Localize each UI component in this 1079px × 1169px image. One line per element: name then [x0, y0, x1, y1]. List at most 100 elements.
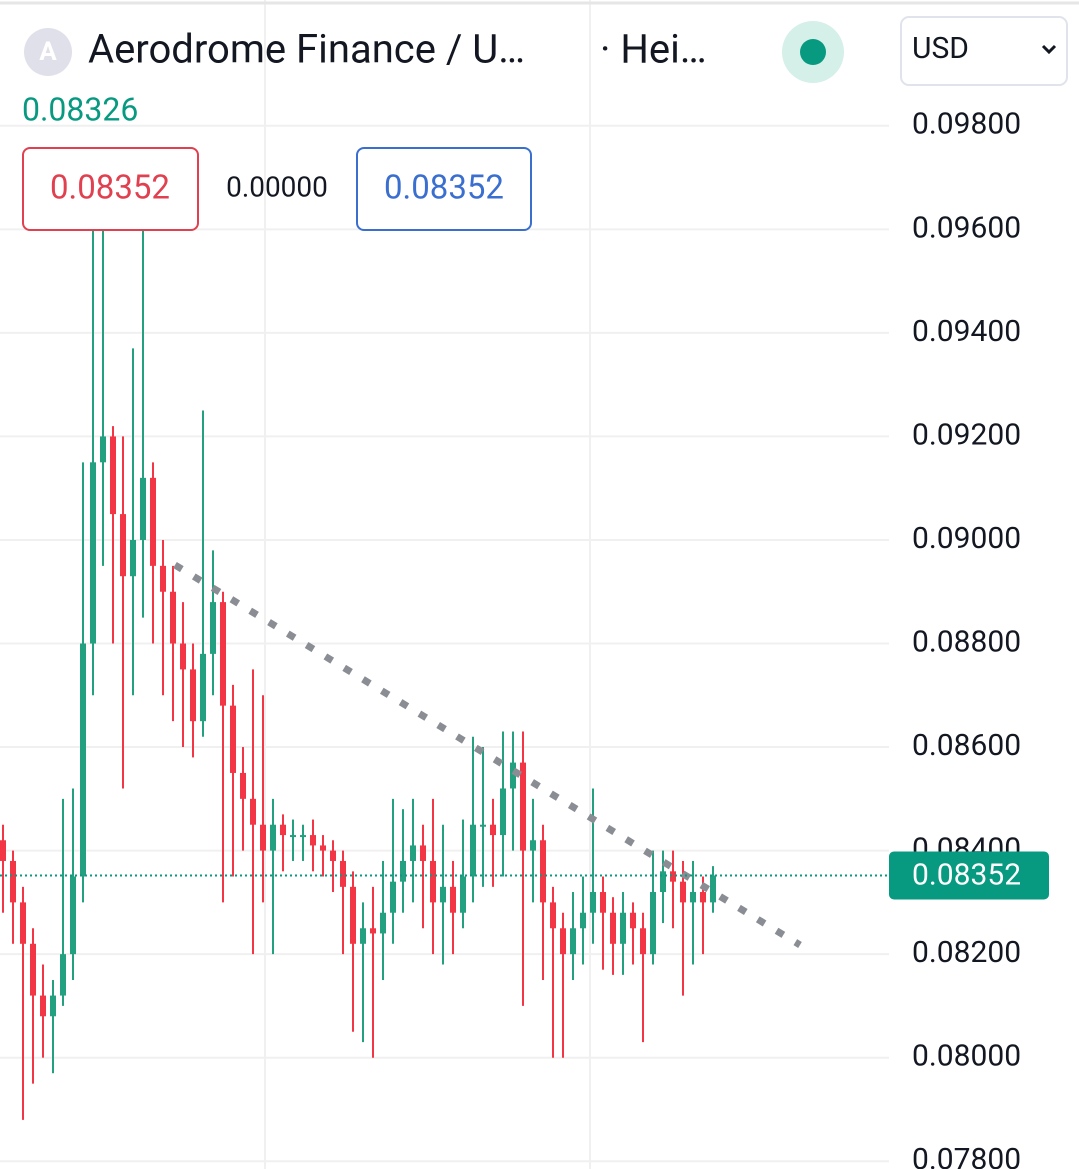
- candle-body: [290, 835, 296, 838]
- candle-body: [670, 871, 676, 882]
- trend-line-drawing: [173, 562, 802, 948]
- candle-body: [630, 912, 636, 929]
- candle-body: [330, 850, 336, 861]
- candle-body: [100, 436, 106, 463]
- candle-body: [570, 928, 576, 955]
- candle-body: [500, 788, 506, 836]
- candle-body: [660, 871, 666, 893]
- candle-body: [490, 824, 496, 836]
- y-tick-label: 0.09600: [912, 210, 1021, 245]
- candle-body: [310, 835, 316, 846]
- candle-body: [550, 902, 556, 929]
- candle-body: [270, 824, 276, 851]
- y-tick-label: 0.07800: [912, 1142, 1021, 1169]
- candle-body: [90, 462, 96, 644]
- candle-body: [80, 643, 86, 877]
- spread: 0.00000: [226, 170, 328, 203]
- candle-body: [240, 772, 246, 799]
- sell-button[interactable]: [22, 147, 199, 231]
- candle-body: [250, 798, 256, 825]
- candle-body: [110, 436, 116, 515]
- candle-body: [540, 840, 546, 903]
- candle-body: [530, 840, 536, 851]
- candle-body: [170, 591, 176, 644]
- grid: [0, 124, 889, 1163]
- candle-body: [580, 912, 586, 929]
- candle-body: [230, 705, 236, 773]
- candle-body: [120, 514, 126, 577]
- candle-body: [220, 602, 226, 706]
- y-tick-label: 0.08000: [912, 1039, 1021, 1074]
- candle-body: [340, 860, 346, 887]
- candle-body: [320, 845, 326, 851]
- candle-body: [380, 912, 386, 934]
- y-tick-label: 0.08600: [912, 728, 1021, 763]
- candle-body: [350, 886, 356, 944]
- last-price-label: 0.08352: [912, 857, 1021, 892]
- y-tick-label: 0.08800: [912, 624, 1021, 659]
- candle-body: [360, 928, 366, 944]
- currency: USD: [912, 31, 969, 66]
- candle-body: [190, 669, 196, 722]
- candle-body: [200, 653, 206, 722]
- candle-body: [180, 643, 186, 670]
- ask-price: 0.08352: [384, 169, 504, 208]
- candle-body: [400, 860, 406, 882]
- candle-body: [430, 860, 436, 903]
- candle-body: [650, 892, 656, 955]
- candle-body: [370, 928, 376, 934]
- price-axis: 0.078000.080000.082000.084000.086000.088…: [0, 107, 1049, 1169]
- candle-body: [260, 824, 266, 851]
- price-display: 0.08326: [22, 90, 138, 128]
- candle-body: [710, 875, 716, 903]
- last-price-box: [889, 851, 1049, 900]
- bid-price: 0.08352: [50, 169, 170, 208]
- y-tick-label: 0.09400: [912, 314, 1021, 349]
- candle-body: [480, 824, 486, 827]
- y-tick-label: 0.09800: [912, 107, 1021, 142]
- candle-body: [460, 876, 466, 913]
- candle-body: [520, 762, 526, 851]
- candle-body: [160, 565, 166, 592]
- buy-button[interactable]: [356, 147, 532, 231]
- symbol-title[interactable]: Aerodrome Finance / U…: [88, 26, 525, 73]
- y-tick-label: 0.08200: [912, 935, 1021, 970]
- candle-body: [30, 943, 36, 996]
- y-tick-label: 0.09200: [912, 417, 1021, 452]
- candles: [0, 229, 716, 1120]
- candle-body: [390, 881, 396, 913]
- candle-body: [20, 902, 26, 944]
- candle-body: [690, 892, 696, 903]
- dropdown-chevron: [1041, 44, 1057, 55]
- candle-body: [300, 835, 306, 838]
- candle-body: [440, 886, 446, 903]
- currency-dropdown[interactable]: [900, 16, 1068, 86]
- y-tick-label: 0.09000: [912, 521, 1021, 556]
- candle-body: [450, 886, 456, 913]
- candle-body: [640, 928, 646, 955]
- candle-body: [510, 762, 516, 789]
- candle-body: [560, 928, 566, 955]
- interval[interactable]: · Hei…: [600, 26, 707, 73]
- symbol-icon-letter: A: [39, 37, 57, 67]
- candle-body: [0, 840, 6, 861]
- candle-body: [60, 954, 66, 996]
- candle-body: [150, 477, 156, 566]
- candle-body: [10, 860, 16, 903]
- candle-body: [420, 845, 426, 861]
- candle-body: [600, 892, 606, 913]
- candle-body: [470, 824, 476, 877]
- symbol-icon: [24, 28, 72, 76]
- candle-body: [700, 892, 706, 903]
- candle-body: [410, 845, 416, 861]
- candle-body: [140, 477, 146, 540]
- candle-body: [40, 995, 46, 1017]
- market-status-dot: [800, 39, 826, 65]
- candle-body: [70, 876, 76, 955]
- candle-body: [210, 602, 216, 654]
- candle-body: [130, 539, 136, 577]
- candle-body: [620, 912, 626, 944]
- candle-body: [590, 892, 596, 913]
